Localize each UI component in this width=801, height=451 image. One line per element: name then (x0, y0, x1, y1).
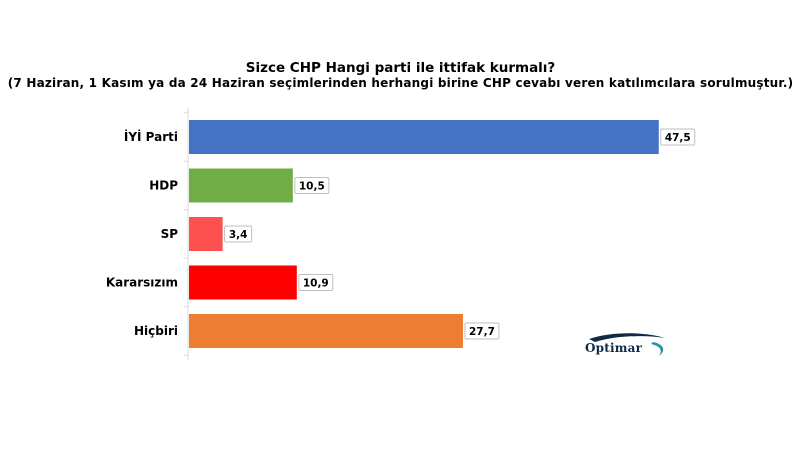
logo-text: Optimar (585, 341, 643, 355)
value-label: 47,5 (665, 132, 691, 144)
bar (189, 265, 297, 300)
chart-title: Sizce CHP Hangi parti ile ittifak kurmal… (245, 60, 556, 76)
value-label-box (298, 274, 334, 291)
category-label: İYİ Parti (124, 129, 178, 144)
value-label-box (464, 322, 500, 340)
category-label: Hiçbiri (134, 324, 178, 338)
value-label-box (224, 225, 253, 243)
value-label: 10,5 (299, 181, 325, 193)
value-label: 10,9 (303, 278, 329, 290)
category-label: SP (161, 227, 179, 241)
category-label: Kararsızım (106, 276, 178, 290)
bar (189, 314, 463, 348)
value-label-box (660, 128, 696, 146)
logo-swoosh-icon (589, 333, 665, 356)
bar (189, 168, 293, 203)
optimar-logo: Optimar (583, 330, 671, 360)
bar (189, 120, 659, 154)
chart-subtitle: (7 Haziran, 1 Kasım ya da 24 Haziran seç… (7, 76, 794, 90)
value-label: 3,4 (229, 229, 248, 241)
category-label: HDP (149, 179, 178, 193)
value-label-box (294, 177, 330, 194)
value-label: 27,7 (469, 326, 495, 338)
bar (189, 217, 223, 251)
